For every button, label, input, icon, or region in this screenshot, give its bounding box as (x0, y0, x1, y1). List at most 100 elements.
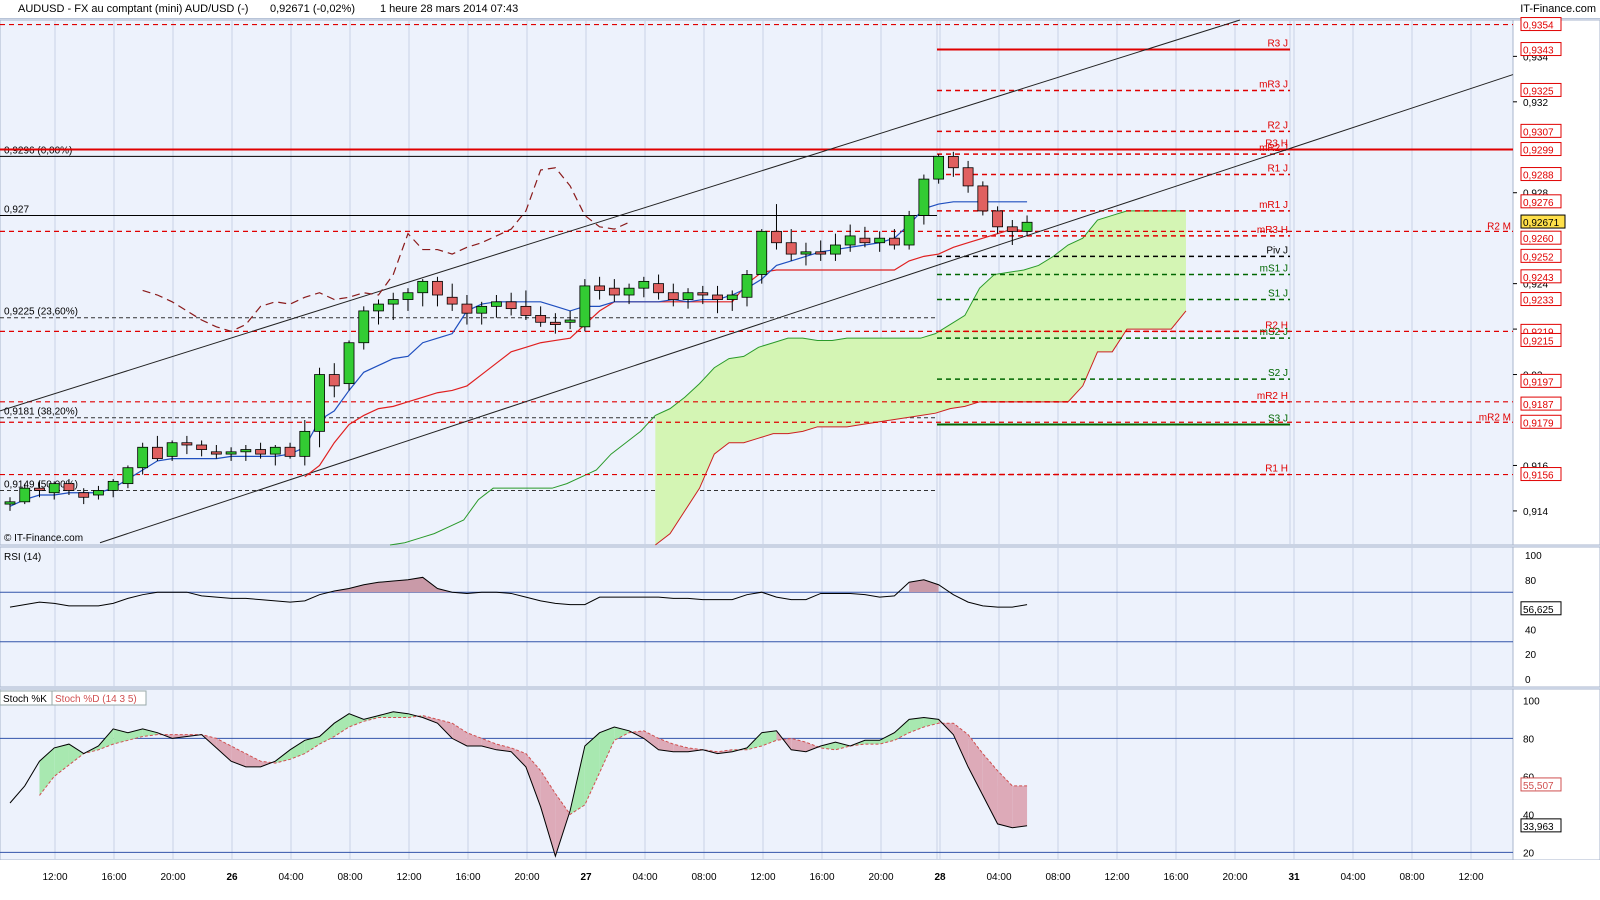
candle-body (402, 292, 414, 300)
x-tick-label: 12:00 (42, 872, 67, 883)
time-axis-background (0, 860, 1600, 900)
stoch-fill (39, 747, 55, 796)
x-tick-label: 16:00 (1163, 872, 1188, 883)
stoch-fill (466, 732, 482, 746)
price-tag-box (1520, 42, 1562, 57)
side-level-label: R2 M (1487, 221, 1511, 232)
candle-body (461, 303, 473, 314)
x-tick-label: 12:00 (750, 872, 775, 883)
pivot-level-label: S2 J (1268, 368, 1288, 379)
last-price-label: 0,92671 (1523, 218, 1560, 229)
stoch-d-last-box (1520, 777, 1562, 792)
rsi-line (9, 576, 1028, 608)
candle-body (771, 230, 782, 244)
candle-body (697, 292, 709, 296)
pivot-level-label: mR1 J (1259, 200, 1288, 211)
x-tick-label: 20:00 (868, 872, 893, 883)
stoch-fill (555, 793, 571, 857)
candle-body (785, 242, 797, 255)
candle-body (19, 487, 31, 503)
x-tick-label: 04:00 (278, 872, 303, 883)
stoch-fill (142, 728, 158, 737)
stoch-fill (968, 734, 983, 796)
candle-body (255, 449, 266, 455)
candle-body (328, 374, 340, 387)
senkou-span-b-line (655, 310, 1187, 546)
price-tag-label: 0,9179 (1523, 418, 1554, 429)
stoch-k-title: Stoch %K (3, 694, 47, 705)
y-tick-label: 0,916 (1523, 461, 1548, 472)
stoch-fill (216, 738, 232, 762)
candle-body (387, 299, 399, 305)
x-tick-label: 08:00 (1045, 872, 1070, 883)
price-tag-box (1520, 373, 1562, 388)
price-tag-label: 0,9252 (1523, 252, 1554, 263)
stoch-fill (319, 723, 335, 745)
candle-body (181, 442, 193, 446)
stoch-fill (879, 732, 895, 745)
pivot-level-label: mR2 H (1257, 391, 1288, 402)
candle-body (682, 292, 694, 300)
x-tick-label: 12:00 (1458, 872, 1483, 883)
stoch-fill (68, 744, 84, 765)
stoch-y-tick-label: 100 (1523, 696, 1540, 707)
instrument-title: AUDUSD - FX au comptant (mini) AUD/USD (… (18, 3, 249, 15)
candle-body (63, 483, 75, 491)
stoch-y-tick-label: 20 (1523, 848, 1535, 859)
rsi-overbought-fill (334, 577, 453, 593)
price-tag-box (1520, 167, 1562, 182)
stoch-k-last-box (1520, 818, 1562, 833)
x-tick-label: 31 (1288, 872, 1300, 883)
stoch-fill (1012, 785, 1028, 828)
stoch-fill (127, 728, 143, 741)
pivot-level-label: R2 H (1265, 320, 1288, 331)
price-tag-label: 0,9288 (1523, 171, 1554, 182)
x-tick-label: 16:00 (809, 872, 834, 883)
senkou-span-a-line (389, 210, 1186, 546)
stoch-fill (864, 740, 880, 745)
fibonacci-level-label: 0,9225 (23,60%) (4, 307, 78, 318)
candle-body (608, 287, 620, 296)
last-price-box (1520, 214, 1566, 229)
pivot-level-label: mR3 J (1259, 79, 1288, 90)
candle-body (373, 303, 384, 312)
candle-body (594, 285, 605, 291)
x-tick-label: 12:00 (1104, 872, 1129, 883)
x-tick-label: 20:00 (160, 872, 185, 883)
y-tick-label: 0,934 (1523, 52, 1548, 63)
y-tick-label: 0,914 (1523, 507, 1548, 518)
candle-body (225, 451, 237, 455)
rsi-y-tick-label: 0 (1525, 675, 1531, 686)
candle-body (653, 283, 664, 294)
stoch-d-last-label: 55,507 (1523, 781, 1554, 792)
stoch-fill (820, 742, 836, 750)
x-tick-label: 12:00 (396, 872, 421, 883)
stoch-fill (245, 753, 261, 767)
candle-body (284, 446, 296, 457)
stoch-fill (997, 770, 1013, 828)
panel-background (0, 546, 1514, 688)
pivot-level-label: mS2 J (1260, 327, 1288, 338)
stoch-fill (231, 746, 246, 767)
price-tag-box (1520, 142, 1562, 157)
candle-body (638, 280, 650, 289)
kijun-sen-line (304, 228, 1028, 478)
price-tag-box (1520, 332, 1562, 347)
candle-body (830, 244, 841, 255)
stoch-fill (304, 736, 320, 754)
candle-body (756, 230, 768, 275)
x-tick-label: 16:00 (455, 872, 480, 883)
last-quote: 0,92671 (-0,02%) (270, 3, 355, 15)
candle-body (535, 315, 547, 323)
stoch-fill (643, 730, 659, 750)
stoch-fill (673, 744, 689, 752)
candle-body (137, 446, 149, 469)
side-level-label: mR2 M (1479, 412, 1511, 423)
x-tick-label: 08:00 (1399, 872, 1424, 883)
chikou-span-line (142, 167, 630, 333)
candle-body (151, 446, 163, 460)
candle-body (859, 237, 871, 244)
stoch-fill (54, 744, 69, 777)
candle-body (166, 442, 178, 457)
candle-body (48, 483, 60, 494)
